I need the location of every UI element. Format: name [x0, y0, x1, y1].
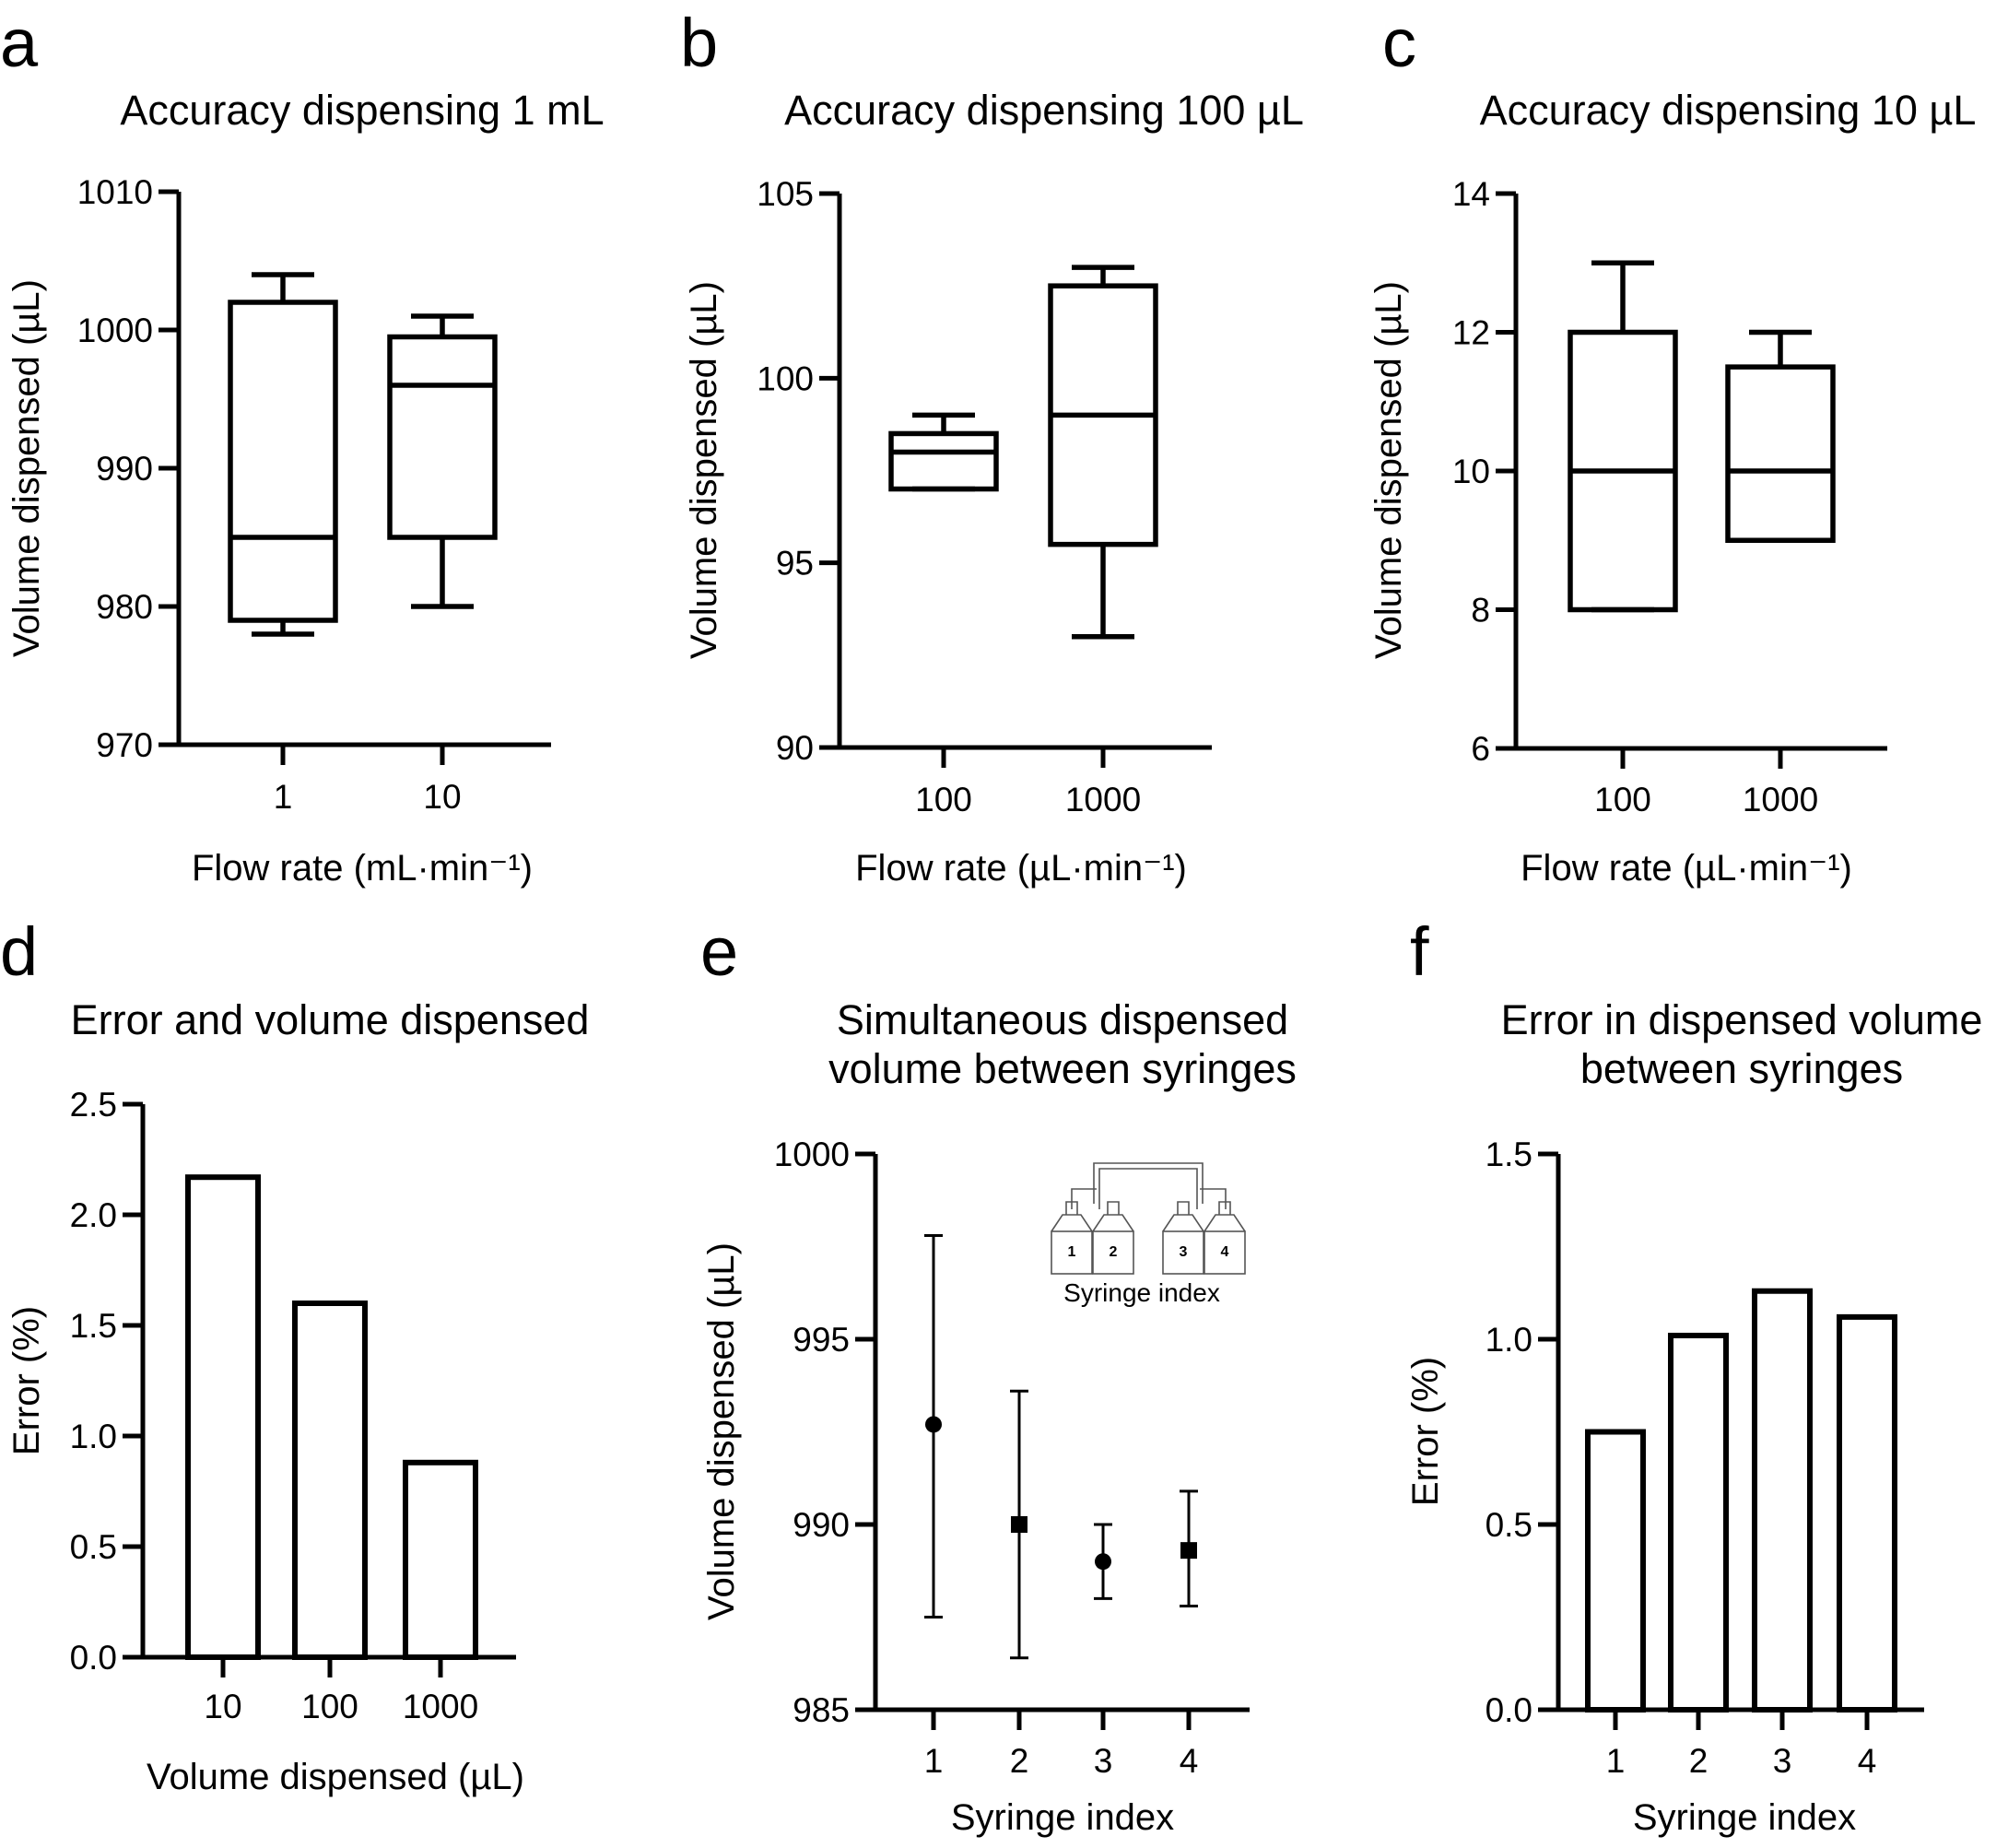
panel-c: c Accuracy dispensing 10 µL 6 8 10 12 14 100 100… [1368, 5, 1976, 889]
x-tick-label: 2 [1010, 1742, 1029, 1780]
box [888, 430, 999, 492]
x-axis-label: Volume dispensed (µL) [147, 1757, 524, 1797]
x-tick-label: 1 [1606, 1742, 1626, 1780]
y-tick-label: 12 [1452, 314, 1490, 352]
x-axis-label: Syringe index [951, 1797, 1174, 1838]
bar [1668, 1332, 1729, 1713]
data-point-circle [1095, 1553, 1111, 1571]
y-axis-label: Volume dispensed (µL) [1368, 281, 1409, 659]
x-tick-label: 2 [1689, 1742, 1709, 1780]
bar [403, 1459, 478, 1661]
y-tick-label: 10 [1452, 453, 1490, 490]
panel-letter: a [0, 5, 39, 81]
y-tick-label: 1.5 [70, 1307, 117, 1345]
panel-letter: b [680, 5, 718, 81]
y-tick-label: 0.5 [70, 1528, 117, 1566]
y-tick-label: 995 [793, 1321, 850, 1359]
bar [292, 1301, 368, 1660]
syringe-inset: 1 2 3 4 Syringe index [1051, 1162, 1246, 1307]
y-axis-label: Volume dispensed (µL) [6, 279, 47, 657]
inset-syringe-number: 4 [1221, 1244, 1229, 1260]
x-tick-label: 100 [1594, 781, 1651, 818]
x-tick-label: 3 [1773, 1742, 1792, 1780]
y-tick-label: 6 [1471, 730, 1490, 768]
y-tick-label: 985 [793, 1691, 850, 1729]
x-tick-label: 10 [204, 1688, 241, 1725]
y-tick-label: 0.5 [1485, 1506, 1532, 1544]
panel-letter: e [700, 913, 738, 990]
y-tick-label: 990 [793, 1506, 850, 1544]
x-axis-label: Syringe index [1633, 1797, 1856, 1838]
y-tick-label: 0.0 [1485, 1691, 1532, 1729]
box [387, 334, 498, 540]
y-tick-label: 2.5 [70, 1086, 117, 1124]
data-point-circle [925, 1416, 942, 1433]
x-tick-label: 100 [915, 781, 972, 818]
chart-title: Simultaneous dispensed [837, 996, 1288, 1043]
panel-d: d Error and volume dispensed 0.0 0.5 1.0 1.5 2… [0, 913, 589, 1797]
y-tick-label: 0.0 [70, 1639, 117, 1677]
x-axis-label: Flow rate (mL·min⁻¹) [192, 848, 533, 889]
panel-letter: c [1382, 5, 1416, 81]
box [1725, 364, 1836, 543]
bar [185, 1174, 261, 1660]
chart-title: Error and volume dispensed [71, 996, 590, 1043]
y-tick-label: 8 [1471, 592, 1490, 630]
x-axis-label: Flow rate (µL·min⁻¹) [855, 848, 1187, 889]
inset-syringe-number: 3 [1180, 1244, 1188, 1260]
x-tick-label: 1 [924, 1742, 944, 1780]
x-axis-label: Flow rate (µL·min⁻¹) [1521, 848, 1852, 889]
y-tick-label: 1.0 [1485, 1321, 1532, 1359]
x-tick-label: 100 [301, 1688, 358, 1725]
chart-title: volume between syringes [828, 1045, 1297, 1092]
panel-letter: f [1410, 913, 1429, 990]
inset-label: Syringe index [1063, 1278, 1220, 1307]
y-axis-label: Error (%) [1405, 1357, 1446, 1506]
y-tick-label: 105 [757, 175, 814, 213]
panel-letter: d [0, 913, 38, 990]
y-tick-label: 2.0 [70, 1196, 117, 1234]
x-tick-label: 1000 [1743, 781, 1818, 818]
y-tick-label: 990 [96, 450, 153, 488]
inset-syringe-number: 1 [1068, 1244, 1076, 1260]
x-tick-label: 4 [1180, 1742, 1199, 1780]
x-tick-label: 3 [1094, 1742, 1113, 1780]
data-point-square [1180, 1542, 1197, 1560]
y-tick-label: 1.0 [70, 1418, 117, 1455]
x-tick-label: 1000 [403, 1688, 478, 1725]
x-tick-label: 1 [274, 778, 293, 816]
y-axis-label: Error (%) [6, 1306, 47, 1455]
data-point-square [1011, 1516, 1027, 1533]
x-tick-label: 4 [1858, 1742, 1877, 1780]
y-tick-label: 100 [757, 359, 814, 397]
bar [1585, 1429, 1646, 1713]
bar [1752, 1288, 1813, 1713]
y-tick-label: 14 [1452, 175, 1490, 213]
chart-title: Accuracy dispensing 1 mL [120, 87, 604, 134]
x-tick-label: 1000 [1065, 781, 1141, 818]
box [228, 300, 338, 623]
panel-b: b Accuracy dispensing 100 µL 90 95 100 105 100… [680, 5, 1304, 889]
y-tick-label: 90 [776, 729, 814, 767]
y-tick-label: 980 [96, 588, 153, 626]
chart-title: Accuracy dispensing 10 µL [1480, 87, 1977, 134]
chart-title: Error in dispensed volume [1501, 996, 1983, 1043]
y-tick-label: 1010 [77, 173, 153, 211]
y-tick-label: 970 [96, 726, 153, 764]
inset-syringe-number: 2 [1110, 1244, 1118, 1260]
y-tick-label: 1000 [77, 312, 153, 349]
chart-title: Accuracy dispensing 100 µL [784, 87, 1304, 134]
bar [1837, 1313, 1897, 1713]
y-axis-label: Volume dispensed (µL) [684, 281, 724, 659]
y-tick-label: 95 [776, 545, 814, 583]
y-axis-label: Volume dispensed (µL) [701, 1242, 742, 1620]
x-tick-label: 10 [423, 778, 461, 816]
chart-title: between syringes [1580, 1045, 1903, 1092]
y-tick-label: 1.5 [1485, 1136, 1532, 1173]
y-tick-label: 1000 [774, 1136, 850, 1173]
panel-a: a Accuracy dispensing 1 mL 970 980 990 1000 10… [0, 5, 605, 889]
